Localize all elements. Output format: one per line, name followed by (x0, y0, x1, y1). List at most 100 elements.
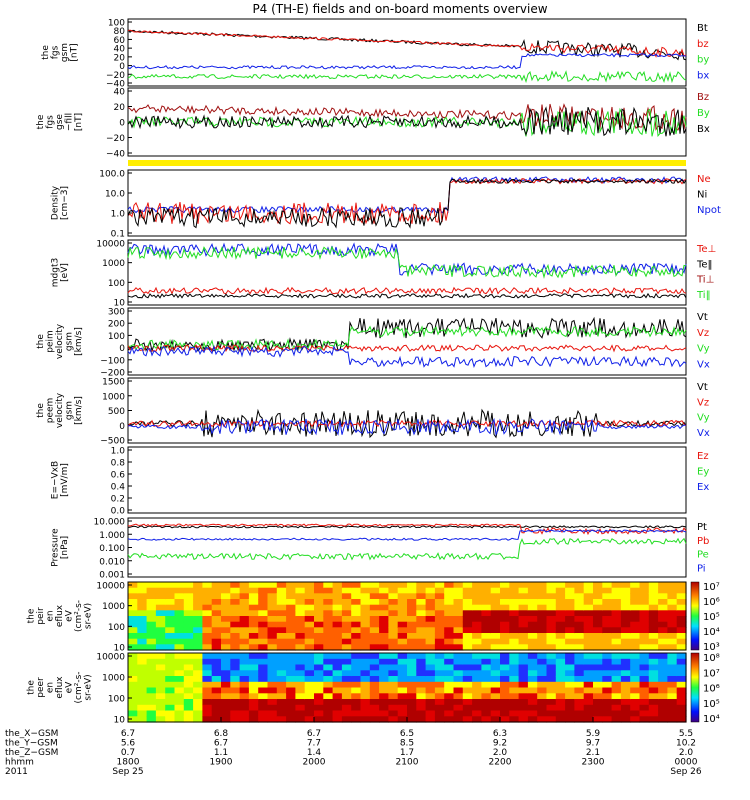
spectrogram-cell (146, 633, 157, 640)
spectrogram-cell (462, 676, 473, 683)
colorbar-label: 10⁶ (703, 684, 720, 695)
spectrogram-cell (183, 599, 194, 606)
spectrogram-cell (323, 658, 334, 666)
spectrogram-cell (648, 699, 659, 706)
spectrogram-cell (453, 644, 464, 651)
spectrogram-cell (648, 604, 659, 611)
spectrogram-cell (388, 582, 399, 589)
spectrogram-cell (351, 638, 362, 645)
spectrogram-cell (630, 693, 641, 700)
spectrogram-cell (602, 704, 613, 712)
y-axis-label: [km/s] (74, 396, 84, 425)
spectrogram-cell (165, 710, 176, 717)
spectrogram-cell (230, 587, 241, 594)
spectrogram-cell (221, 616, 231, 623)
spectrogram-cell (276, 687, 287, 694)
spectrogram-cell (453, 633, 464, 640)
spectrogram-cell (128, 621, 138, 628)
spectrogram-cell (527, 633, 538, 640)
series-darkred (127, 103, 687, 131)
y-tick-label: 1.0 (111, 447, 126, 457)
spectrogram-cell (676, 710, 687, 717)
spectrogram-cell (630, 610, 641, 617)
spectrogram-cell (165, 716, 176, 723)
spectrogram-cell (620, 681, 631, 689)
spectrogram-cell (472, 633, 482, 640)
spectrogram-cell (165, 653, 176, 660)
spectrogram-cell (193, 627, 203, 634)
spectrogram-cell (425, 676, 436, 683)
spectrogram-cell (434, 616, 445, 623)
spectrogram-cell (574, 664, 585, 671)
spectrogram-cell (407, 599, 417, 606)
spectrogram-cell (490, 599, 501, 606)
spectrogram-cell (453, 593, 464, 600)
y-tick-label: 1000 (102, 674, 125, 684)
spectrogram-cell (574, 704, 585, 712)
spectrogram-cell (267, 716, 278, 723)
spectrogram-cell (620, 653, 631, 660)
spectrogram-cell (425, 627, 436, 634)
spectrogram-cell (472, 616, 482, 623)
spectrogram-cell (323, 593, 334, 600)
spectrogram-cell (193, 681, 203, 689)
spectrogram-cell (602, 676, 613, 683)
spectrogram-cell (676, 676, 687, 683)
spectrogram-cell (202, 616, 213, 623)
spectrogram-cell (509, 670, 520, 677)
spectrogram-cell (286, 587, 296, 594)
spectrogram-cell (462, 627, 473, 634)
spectrogram-cell (574, 621, 585, 628)
spectrogram-cell (676, 681, 687, 689)
spectrogram-cell (193, 593, 203, 600)
spectrogram-cell (407, 664, 417, 671)
spectrogram-cell (593, 610, 603, 617)
spectrogram-cell (425, 599, 436, 606)
spectrogram-cell (667, 616, 678, 623)
spectrogram-cell (611, 704, 622, 712)
spectrogram-cell (314, 687, 324, 694)
spectrogram-cell (676, 699, 687, 706)
spectrogram-cell (341, 593, 352, 600)
spectrogram-cell (453, 710, 464, 717)
spectrogram-cell (146, 621, 157, 628)
spectrogram-cell (351, 633, 362, 640)
spectrogram-cell (267, 664, 278, 671)
spectrogram-cell (341, 633, 352, 640)
spectrogram-cell (174, 687, 185, 694)
spectrogram-cell (667, 599, 678, 606)
spectrogram-cell (630, 644, 641, 651)
spectrogram-cell (490, 604, 501, 611)
spectrogram-cell (574, 658, 585, 666)
spectrogram-cell (128, 593, 138, 600)
spectrogram-cell (453, 687, 464, 694)
spectrogram-cell (481, 582, 492, 589)
spectrogram-cell (667, 627, 678, 634)
spectrogram-cell (379, 633, 389, 640)
spectrogram-cell (314, 676, 324, 683)
spectrogram-cell (314, 621, 324, 628)
spectrogram-cell (537, 710, 548, 717)
spectrogram-cell (574, 593, 585, 600)
spectrogram-cell (332, 627, 343, 634)
spectrogram-cell (472, 638, 482, 645)
spectrogram-cell (351, 599, 362, 606)
spectrogram-cell (304, 653, 315, 660)
spectrogram-cell (388, 676, 399, 683)
spectrogram-cell (146, 664, 157, 671)
spectrogram-cell (509, 633, 520, 640)
spectrogram-cell (611, 604, 622, 611)
spectrogram-cell (211, 704, 222, 712)
spectrogram-cell (230, 716, 241, 723)
spectrogram-cell (369, 664, 380, 671)
spectrogram-cell (360, 610, 371, 617)
spectrogram-cell (397, 621, 408, 628)
spectrogram-cell (360, 638, 371, 645)
spectrogram-cell (397, 587, 408, 594)
spectrogram-cell (416, 681, 427, 689)
spectrogram-cell (193, 704, 203, 712)
spectrogram-cell (351, 704, 362, 712)
legend-item: Ex (697, 482, 709, 493)
spectrogram-cell (248, 716, 259, 723)
spectrogram-cell (211, 676, 222, 683)
